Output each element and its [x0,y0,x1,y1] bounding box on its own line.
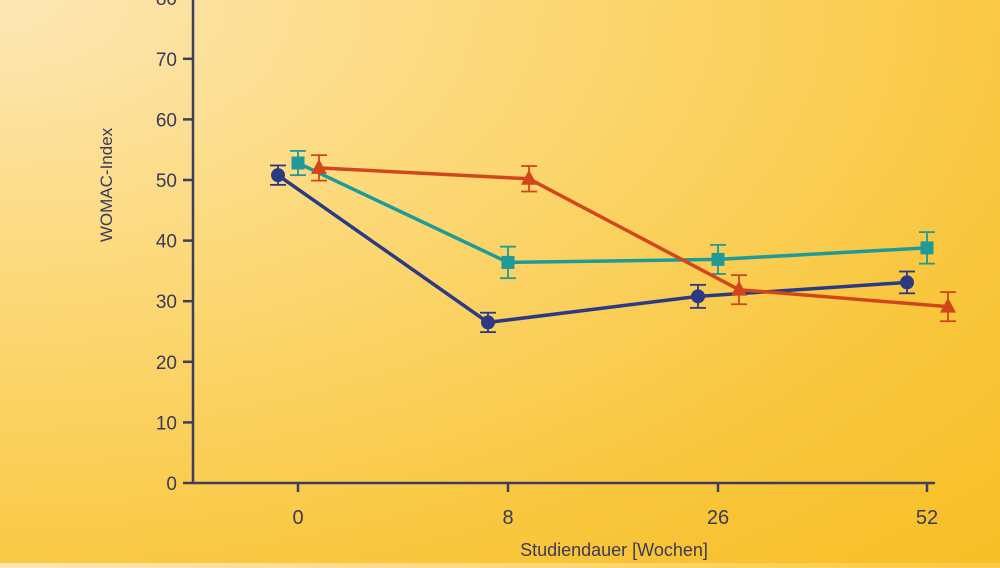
data-point-circle [691,289,705,304]
y-tick-label: 40 [156,232,177,253]
y-tick-label: 80 [156,0,177,10]
y-axis-label: WOMAC-Index [97,127,116,242]
x-tick-label: 0 [292,507,303,529]
data-point-triangle [311,158,327,174]
x-tick-label: 52 [916,507,938,529]
y-tick-label: 60 [156,110,177,131]
data-point-triangle [731,280,747,296]
data-point-square [501,255,515,269]
x-tick-label: 26 [707,507,729,529]
data-point-circle [900,275,914,290]
series-3-line [317,166,950,309]
series-3 [311,154,956,323]
data-point-square [291,156,305,170]
y-tick-label: 10 [156,413,177,434]
y-tick-label: 20 [156,353,177,374]
series-layer [270,150,956,334]
series-1-line [276,173,909,325]
series-2 [290,150,935,280]
data-point-square [711,252,725,266]
data-point-circle [481,315,495,330]
y-tick-label: 50 [156,171,177,192]
axes-layer: 0 10 20 30 40 50 60 70 80 0 8 26 52 [156,0,938,529]
data-point-triangle [521,169,537,185]
y-tick-label: 70 [156,50,177,71]
y-tick-label: 30 [156,292,177,313]
data-point-circle [271,168,285,183]
x-tick-label: 8 [502,507,513,529]
x-axis-label: Studiendauer [Wochen] [520,540,708,560]
series-1 [270,164,915,334]
data-point-triangle [940,297,956,313]
data-point-square [920,241,934,255]
series-2-line [296,161,929,265]
y-tick-label: 0 [166,474,177,495]
